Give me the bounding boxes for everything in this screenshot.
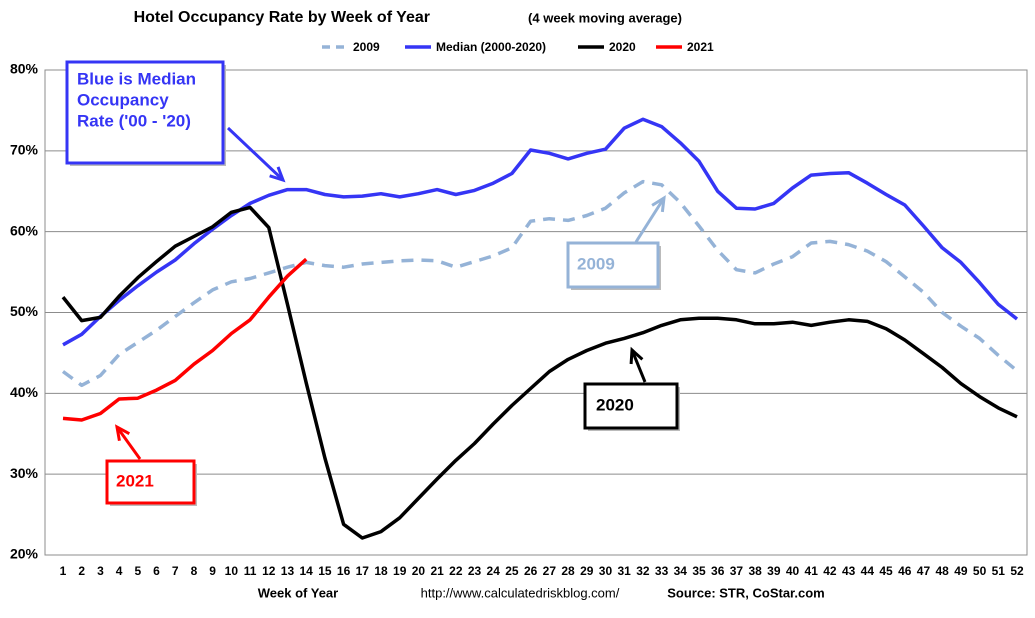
y-tick-label: 80%: [10, 61, 39, 77]
x-tick-label: 45: [879, 564, 893, 578]
x-tick-label: 3: [97, 564, 104, 578]
x-tick-label: 39: [767, 564, 781, 578]
source: Source: STR, CoStar.com: [667, 585, 824, 600]
x-tick-label: 40: [786, 564, 800, 578]
url: http://www.calculatedriskblog.com/: [421, 585, 620, 600]
x-tick-label: 50: [973, 564, 987, 578]
x-tick-label: 19: [393, 564, 407, 578]
x-tick-label: 10: [225, 564, 239, 578]
annotation-arrow: [630, 349, 647, 383]
annotation-arrowhead: [269, 166, 286, 183]
x-tick-label: 25: [505, 564, 519, 578]
annotation-arrowhead: [114, 424, 131, 442]
x-tick-label: 23: [468, 564, 482, 578]
x-tick-label: 12: [262, 564, 276, 578]
annotation-box: [583, 382, 679, 430]
x-tick-label: 26: [524, 564, 538, 578]
annotation-arrowhead: [651, 195, 666, 213]
plot-border: [44, 69, 1028, 556]
legend-label: Median (2000-2020): [436, 40, 546, 54]
x-tick-label: 11: [244, 564, 257, 578]
x-tick-label: 42: [823, 564, 837, 578]
x-tick-label: 17: [356, 564, 370, 578]
x-tick-label: 15: [318, 564, 332, 578]
x-tick-label: 33: [655, 564, 669, 578]
x-tick-label: 24: [487, 564, 501, 578]
x-tick-label: 8: [191, 564, 198, 578]
x-tick-label: 22: [449, 564, 463, 578]
x-tick-label: 36: [711, 564, 725, 578]
x-tick-label: 16: [337, 564, 351, 578]
chart-title: Hotel Occupancy Rate by Week of Year: [134, 9, 430, 26]
x-tick-label: 20: [412, 564, 426, 578]
x-tick-label: 34: [674, 564, 688, 578]
annotation-text: Blue is Median: [77, 69, 196, 88]
y-tick-label: 70%: [10, 142, 39, 158]
x-tick-label: 2: [78, 564, 85, 578]
annotation-text: 2009: [577, 254, 615, 273]
x-tick-label: 44: [861, 564, 875, 578]
x-tick-label: 28: [561, 564, 575, 578]
x-tick-label: 1: [60, 564, 67, 578]
series-line: [61, 205, 1018, 540]
y-tick-label: 40%: [10, 384, 39, 400]
x-tick-label: 47: [917, 564, 931, 578]
annotation-arrow: [115, 426, 142, 460]
x-tick-label: 48: [935, 564, 949, 578]
annotation-arrow: [634, 197, 666, 243]
y-tick-label: 60%: [10, 222, 39, 238]
x-tick-label: 29: [580, 564, 594, 578]
y-tick-label: 30%: [10, 465, 39, 481]
annotation-box: [566, 241, 660, 289]
y-tick-label: 50%: [10, 303, 39, 319]
x-tick-label: 30: [599, 564, 613, 578]
y-tick-label: 20%: [10, 546, 39, 562]
x-tick-label: 21: [430, 564, 444, 578]
x-tick-label: 7: [172, 564, 179, 578]
x-tick-label: 35: [692, 564, 706, 578]
x-tick-label: 37: [730, 564, 744, 578]
legend-label: 2020: [609, 40, 636, 54]
x-tick-label: 31: [617, 564, 631, 578]
annotation-text: Rate ('00 - '20): [77, 111, 191, 130]
annotation-box: [105, 459, 196, 505]
x-tick-label: 46: [898, 564, 912, 578]
annotation-text: 2021: [116, 471, 154, 490]
x-tick-label: 32: [636, 564, 650, 578]
x-tick-label: 51: [992, 564, 1006, 578]
x-tick-label: 27: [543, 564, 557, 578]
x-tick-label: 38: [748, 564, 762, 578]
x-tick-label: 13: [281, 564, 295, 578]
x-tick-label: 43: [842, 564, 856, 578]
x-tick-label: 5: [134, 564, 141, 578]
x-tick-label: 9: [209, 564, 216, 578]
x-tick-label: 52: [1010, 564, 1024, 578]
series-line: [62, 117, 1019, 347]
x-tick-label: 14: [299, 564, 313, 578]
x-tick-label: 49: [954, 564, 968, 578]
annotation-arrow: [226, 126, 285, 182]
series-line: [62, 257, 308, 422]
annotation-text: Occupancy: [77, 90, 169, 109]
x-tick-label: 6: [153, 564, 160, 578]
legend-label: 2021: [687, 40, 714, 54]
annotation-text: 2020: [596, 395, 634, 414]
x-tick-label: 18: [374, 564, 388, 578]
annotation-arrowhead: [629, 346, 644, 365]
chart-subtitle: (4 week moving average): [528, 10, 682, 25]
x-axis-label: Week of Year: [258, 585, 338, 600]
legend-label: 2009: [353, 40, 380, 54]
annotation-box: [65, 60, 225, 165]
x-tick-label: 41: [805, 564, 819, 578]
x-tick-label: 4: [116, 564, 123, 578]
